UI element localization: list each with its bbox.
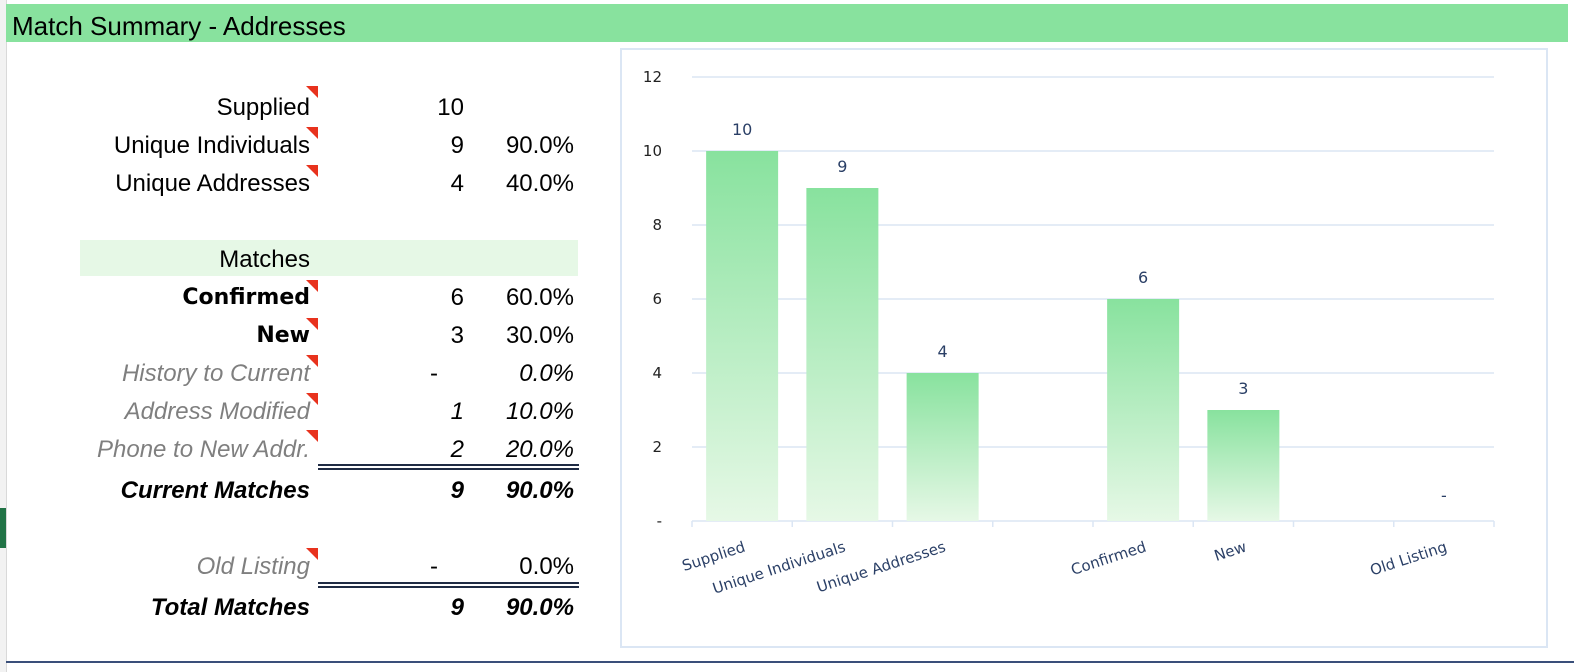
comment-flag-icon[interactable] xyxy=(306,127,318,139)
current-matches-label: Current Matches xyxy=(120,477,310,504)
double-underline xyxy=(318,464,579,470)
data-label: 3 xyxy=(1238,379,1248,398)
summary-value-supplied: 10 xyxy=(437,94,464,121)
comment-flag-icon[interactable] xyxy=(306,165,318,177)
summary-pct-unique-addresses: 40.0% xyxy=(505,170,574,197)
old-listing-value: - xyxy=(430,553,438,580)
selected-row-marker xyxy=(0,508,6,548)
comment-flag-icon[interactable] xyxy=(306,355,318,367)
data-label: - xyxy=(1441,486,1447,505)
matches-pct-confirmed: 60.0% xyxy=(505,284,574,311)
summary-pct-unique-individuals: 90.0% xyxy=(505,132,574,159)
matches-label-history: History to Current xyxy=(121,360,310,387)
matches-pct-phone-to-new: 20.0% xyxy=(505,436,574,463)
comment-flag-icon[interactable] xyxy=(306,393,318,405)
bar[interactable] xyxy=(806,188,879,521)
matches-value-address-modified: 1 xyxy=(450,398,464,425)
current-matches-pct: 90.0% xyxy=(505,477,574,504)
y-tick-label: 6 xyxy=(652,290,662,308)
x-tick-label: Confirmed xyxy=(1069,538,1149,579)
y-tick-label: 10 xyxy=(643,142,662,160)
matches-header: Matches xyxy=(219,246,310,273)
y-tick-label: 12 xyxy=(643,68,662,86)
bottom-rule xyxy=(6,661,1574,663)
sheet-edge xyxy=(0,0,7,672)
y-tick-label: - xyxy=(657,512,662,530)
matches-pct-address-modified: 10.0% xyxy=(505,398,574,425)
current-matches-value: 9 xyxy=(450,477,464,504)
y-tick-label: 8 xyxy=(652,216,662,234)
comment-flag-icon[interactable] xyxy=(306,318,318,330)
page-title: Match Summary - Addresses xyxy=(12,11,346,41)
summary-value-unique-individuals: 9 xyxy=(450,132,464,159)
comment-flag-icon[interactable] xyxy=(306,280,318,292)
total-matches-label: Total Matches xyxy=(150,594,310,621)
matches-value-new: 3 xyxy=(450,322,464,349)
total-matches-value: 9 xyxy=(450,594,464,621)
matches-value-confirmed: 6 xyxy=(450,284,464,311)
bar[interactable] xyxy=(1107,299,1180,521)
comment-flag-icon[interactable] xyxy=(306,86,318,98)
x-tick-label: New xyxy=(1212,538,1249,565)
matches-header-band xyxy=(80,240,578,276)
matches-label-address-modified: Address Modified xyxy=(124,398,310,425)
bar-chart[interactable]: -2 4 6 8 10 12 10 Supplied 9 Unique Individuals 4 U… xyxy=(620,48,1548,648)
old-listing-pct: 0.0% xyxy=(519,553,574,580)
matches-value-history: - xyxy=(430,360,438,387)
bar[interactable] xyxy=(706,151,779,521)
matches-pct-history: 0.0% xyxy=(519,360,574,387)
comment-flag-icon[interactable] xyxy=(306,548,318,560)
data-label: 10 xyxy=(732,120,752,139)
total-matches-pct: 90.0% xyxy=(505,594,574,621)
old-listing-label: Old Listing xyxy=(196,553,310,580)
summary-label-unique-addresses: Unique Addresses xyxy=(115,170,310,197)
y-tick-label: 2 xyxy=(652,438,662,456)
summary-label-unique-individuals: Unique Individuals xyxy=(113,132,310,159)
bar[interactable] xyxy=(906,373,979,521)
summary-value-unique-addresses: 4 xyxy=(450,170,464,197)
matches-value-phone-to-new: 2 xyxy=(450,436,464,463)
matches-label-phone-to-new: Phone to New Addr. xyxy=(96,436,310,463)
data-label: 9 xyxy=(837,157,847,176)
matches-pct-new: 30.0% xyxy=(505,322,574,349)
x-tick-label: Old Listing xyxy=(1368,538,1449,580)
bar[interactable] xyxy=(1207,410,1280,521)
double-underline xyxy=(318,582,579,588)
matches-label-new: New xyxy=(256,323,310,348)
y-tick-label: 4 xyxy=(652,364,662,382)
comment-flag-icon[interactable] xyxy=(306,430,318,442)
data-label: 4 xyxy=(938,342,948,361)
x-tick-label: Supplied xyxy=(680,538,748,575)
matches-label-confirmed: Confirmed xyxy=(182,285,310,310)
title-bar: Match Summary - Addresses xyxy=(6,4,1568,42)
data-label: 6 xyxy=(1138,268,1148,287)
summary-label-supplied: Supplied xyxy=(216,94,310,121)
